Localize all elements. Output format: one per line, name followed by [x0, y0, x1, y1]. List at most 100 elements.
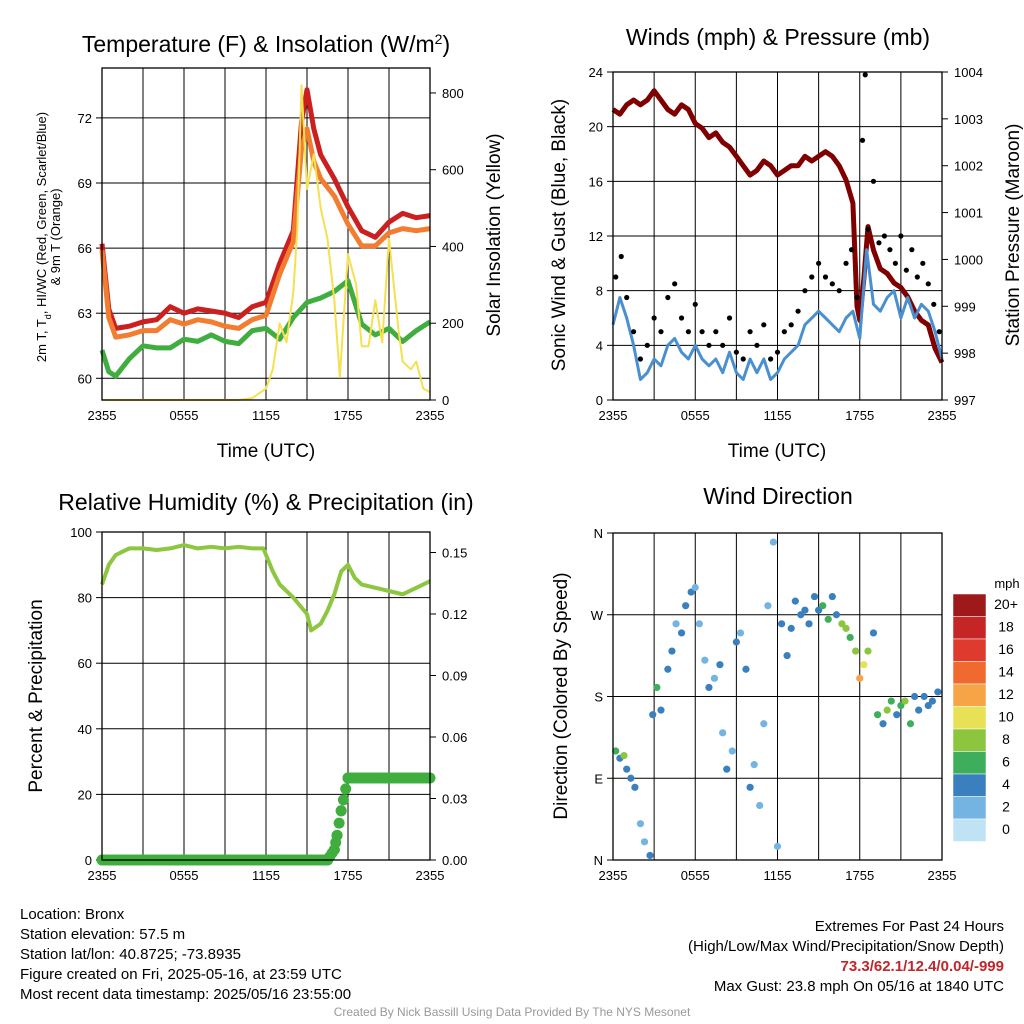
wind-border	[612, 71, 943, 401]
wind-ylabel-left: Sonic Wind & Gust (Blue, Black)	[549, 99, 570, 371]
wind-title: Winds (mph) & Pressure (mb)	[626, 24, 930, 50]
recent-text: Most recent data timestamp: 2025/05/16 2…	[20, 986, 352, 1003]
rh-line	[100, 543, 431, 633]
dir-xtick-label: 2355	[928, 868, 957, 883]
wind-ytick-right-label: 1001	[954, 206, 983, 221]
gust-point	[865, 226, 871, 232]
temp-series-line	[99, 87, 431, 331]
direction-point	[646, 851, 654, 860]
temp-ytick-label: 60	[78, 371, 92, 386]
gust-point	[909, 247, 915, 253]
precip-point	[335, 805, 347, 817]
wind-ytick-right-label: 1000	[954, 252, 983, 267]
temp-ylabel-left: 2m T, Td, HI/WC (Red, Green, Scarlet/Blu…	[34, 112, 53, 362]
gust-point	[920, 260, 926, 266]
rh-ytick-label: 60	[78, 656, 92, 671]
direction-point	[934, 688, 942, 696]
wind-ytick-right-label: 1002	[954, 159, 983, 174]
legend-swatch	[952, 751, 987, 775]
direction-point	[873, 711, 882, 719]
direction-point	[691, 583, 699, 592]
temp-ytick-label: 63	[78, 306, 92, 321]
rh-ylabel-left: Percent & Precipitation	[26, 599, 47, 792]
wind-ytick-right-label: 1004	[954, 65, 983, 80]
direction-point	[719, 729, 727, 737]
direction-point	[819, 602, 827, 610]
direction-point	[856, 674, 864, 682]
dir-ytick-label: S	[594, 690, 603, 705]
legend-label: 14	[998, 664, 1014, 680]
extremes-title: Extremes For Past 24 Hours	[814, 918, 1004, 935]
direction-point	[746, 783, 754, 791]
direction-point	[787, 624, 795, 632]
legend-swatch	[952, 818, 987, 842]
max-gust-text: Max Gust: 23.8 mph On 05/16 at 1840 UTC	[713, 978, 1004, 995]
gust-point	[658, 329, 664, 335]
legend-swatch	[952, 638, 987, 662]
direction-point	[778, 620, 786, 628]
wind-ytick-right-label: 999	[954, 299, 976, 314]
gust-point	[747, 329, 753, 335]
wind-ytick-right-label: 998	[954, 346, 976, 361]
legend-label: 4	[1002, 776, 1010, 792]
rh-ytick-label: 0	[85, 853, 92, 868]
temp-title: Temperature (F) & Insolation (W/m2)	[82, 31, 450, 57]
direction-point	[791, 597, 799, 605]
gust-point	[726, 315, 733, 321]
gust-point	[862, 72, 868, 78]
direction-point	[783, 652, 791, 660]
direction-point	[893, 711, 901, 719]
wind-ytick-label: 20	[589, 120, 603, 135]
wind-ytick-right-label: 997	[954, 393, 976, 408]
gust-point	[618, 253, 624, 260]
temp-ytick-right-label: 600	[442, 163, 464, 178]
direction-point	[756, 801, 764, 810]
direction-point	[742, 665, 750, 673]
gust-point	[843, 260, 849, 266]
direction-point	[883, 706, 891, 714]
gust-point	[829, 281, 835, 287]
direction-point	[664, 665, 672, 673]
direction-point	[852, 647, 860, 655]
direction-point	[728, 747, 736, 755]
gust-point	[672, 281, 678, 287]
wind-ytick-label: 12	[589, 229, 603, 244]
direction-point	[716, 661, 724, 669]
dir-ytick-label: N	[594, 526, 603, 541]
dir-xtick-label: 1755	[845, 868, 874, 883]
gust-point	[802, 288, 808, 294]
gust-point	[644, 342, 650, 348]
precip-point	[331, 829, 343, 841]
rh-xtick-label: 0555	[170, 868, 199, 883]
direction-point	[695, 620, 703, 628]
legend-label: 20+	[994, 596, 1018, 612]
temp-xtick-label: 2355	[88, 408, 117, 423]
wind-xtick-label: 2355	[599, 408, 628, 423]
rh-ytick-right-label: 0.09	[442, 669, 467, 684]
gust-point	[903, 267, 909, 273]
gust-point	[848, 247, 855, 253]
rh-xtick-label: 2355	[416, 868, 445, 883]
direction-point	[764, 602, 772, 610]
direction-point	[668, 647, 676, 655]
temp-ytick-right-label: 0	[442, 393, 449, 408]
location-text: Location: Bronx	[20, 906, 125, 923]
temp-series-line	[99, 126, 431, 340]
rh-ytick-label: 20	[78, 787, 92, 802]
rh-ytick-right-label: 0.15	[442, 546, 467, 561]
direction-point	[612, 747, 620, 755]
gust-point	[809, 274, 815, 280]
direction-point	[710, 674, 719, 682]
direction-point	[631, 783, 639, 791]
rh-ytick-right-label: 0.03	[442, 792, 467, 807]
gust-point	[685, 329, 691, 335]
gust-point	[795, 308, 801, 314]
wind-ytick-label: 16	[589, 174, 603, 189]
rh-ytick-label: 40	[78, 722, 92, 737]
legend-label: 8	[1002, 731, 1010, 747]
rh-ytick-label: 80	[78, 591, 92, 606]
direction-point	[736, 629, 745, 637]
direction-point	[723, 765, 731, 773]
pressure-line	[611, 88, 945, 364]
rh-ytick-right-label: 0.00	[442, 853, 467, 868]
